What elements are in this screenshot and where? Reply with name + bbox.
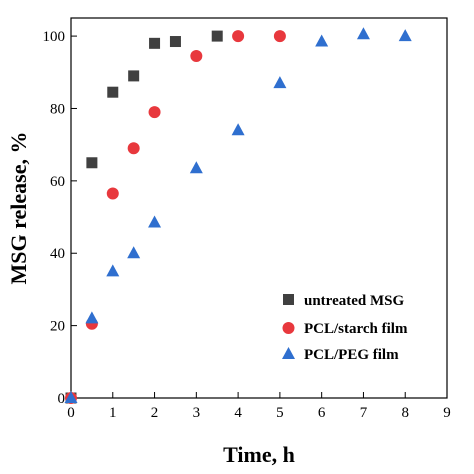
y-tick-label: 20 xyxy=(50,319,65,335)
data-point-series-1 xyxy=(190,50,203,62)
data-point-series-2 xyxy=(356,27,370,40)
x-tick-label: 2 xyxy=(151,405,159,421)
legend-label-untreated-msg: untreated MSG xyxy=(304,293,404,309)
legend-marker-pcl-starch xyxy=(282,322,295,334)
x-tick-label: 5 xyxy=(276,405,284,421)
data-point-series-1 xyxy=(273,30,286,43)
data-points xyxy=(64,27,412,404)
data-point-series-2 xyxy=(398,29,412,42)
x-tick-label: 9 xyxy=(443,405,451,421)
legend-label-pcl-peg: PCL/PEG film xyxy=(304,347,399,363)
x-tick-label: 1 xyxy=(109,405,117,421)
data-point-series-2 xyxy=(273,76,287,89)
y-tick-label: 100 xyxy=(43,29,66,45)
x-axis: 0 1 2 3 4 5 6 7 8 9 xyxy=(67,392,451,421)
data-point-series-0 xyxy=(128,70,140,82)
data-point-series-2 xyxy=(64,391,78,403)
y-tick-label: 60 xyxy=(50,174,65,190)
data-point-series-0 xyxy=(107,86,119,98)
y-tick-label: 0 xyxy=(58,391,66,407)
x-tick-label: 3 xyxy=(193,405,201,421)
x-tick-label: 0 xyxy=(67,405,75,421)
legend-marker-pcl-peg xyxy=(282,347,295,359)
x-tick-label: 7 xyxy=(360,405,368,421)
data-point-series-0 xyxy=(149,37,161,49)
data-point-series-2 xyxy=(85,311,99,324)
data-point-series-2 xyxy=(189,161,203,174)
x-tick-label: 4 xyxy=(234,405,242,421)
x-tick-label: 6 xyxy=(318,405,326,421)
data-point-series-0 xyxy=(86,157,98,169)
y-tick-label: 40 xyxy=(50,246,65,262)
data-point-series-1 xyxy=(127,142,140,155)
y-tick-label: 80 xyxy=(50,101,65,117)
data-point-series-0 xyxy=(211,30,223,42)
x-axis-title: Time, h xyxy=(223,442,295,467)
data-point-series-1 xyxy=(106,187,119,200)
x-tick-label: 8 xyxy=(401,405,409,421)
y-axis-title: MSG release, % xyxy=(6,132,31,285)
y-axis: 0 20 40 60 80 100 xyxy=(43,29,77,407)
data-point-series-1 xyxy=(232,30,245,43)
plot-frame xyxy=(70,17,448,399)
data-point-series-0 xyxy=(169,36,181,48)
legend: untreated MSG PCL/starch film PCL/PEG fi… xyxy=(282,293,408,363)
data-point-series-2 xyxy=(127,246,141,259)
data-point-series-2 xyxy=(231,123,245,136)
legend-marker-untreated-msg xyxy=(283,294,294,305)
legend-label-pcl-starch: PCL/starch film xyxy=(304,321,408,337)
data-point-series-2 xyxy=(106,264,120,277)
data-point-series-2 xyxy=(315,34,329,47)
data-point-series-1 xyxy=(148,106,161,119)
data-point-series-2 xyxy=(148,215,162,228)
